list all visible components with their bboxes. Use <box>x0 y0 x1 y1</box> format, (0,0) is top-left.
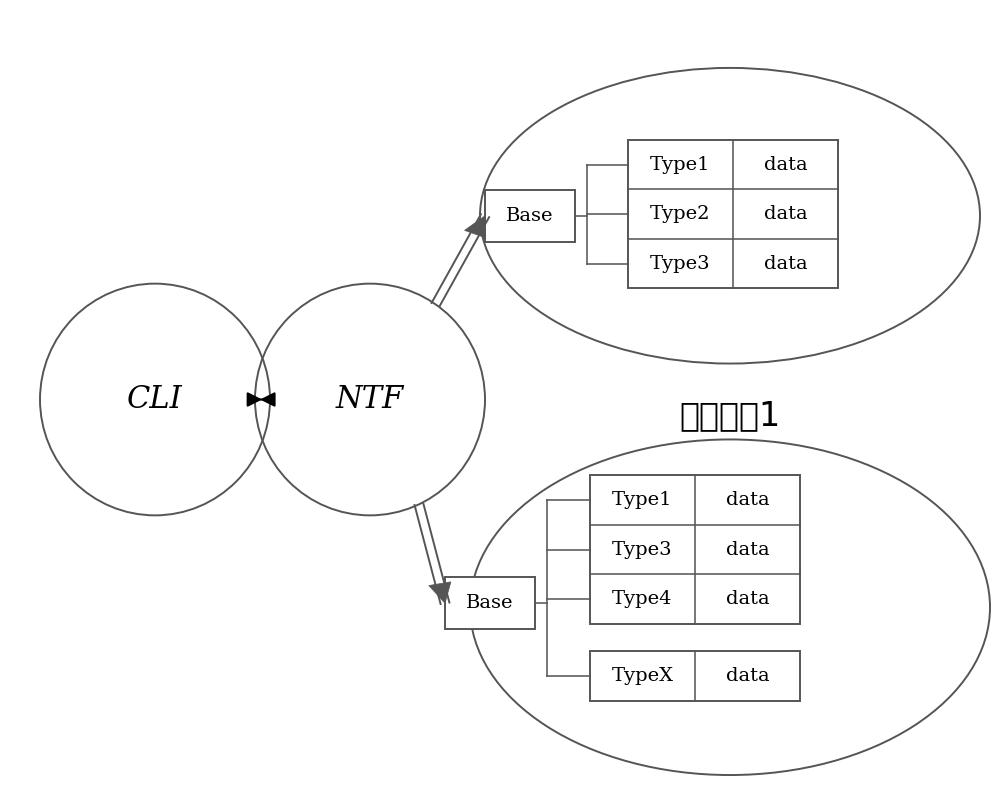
Text: Base: Base <box>506 207 554 225</box>
Text: data: data <box>764 156 807 173</box>
Text: Type4: Type4 <box>612 590 673 608</box>
Text: TypeX: TypeX <box>612 667 674 685</box>
Bar <box>590 651 800 701</box>
Text: data: data <box>764 255 807 272</box>
Text: Type3: Type3 <box>612 541 673 559</box>
Text: Type3: Type3 <box>650 255 711 272</box>
Text: Type1: Type1 <box>650 156 711 173</box>
Text: data: data <box>726 491 769 509</box>
Text: 应用程并1: 应用程并1 <box>679 400 781 432</box>
Text: Type1: Type1 <box>612 491 673 509</box>
Text: NTF: NTF <box>336 384 404 415</box>
Polygon shape <box>429 582 451 603</box>
Text: data: data <box>726 590 769 608</box>
Text: Base: Base <box>466 594 514 612</box>
Text: data: data <box>726 541 769 559</box>
Bar <box>445 577 535 630</box>
Bar <box>628 140 838 288</box>
Text: data: data <box>726 667 769 685</box>
Polygon shape <box>465 216 485 237</box>
Text: Type2: Type2 <box>650 205 711 223</box>
Bar <box>485 190 575 241</box>
Text: data: data <box>764 205 807 223</box>
Text: CLI: CLI <box>127 384 183 415</box>
Bar <box>590 475 800 624</box>
